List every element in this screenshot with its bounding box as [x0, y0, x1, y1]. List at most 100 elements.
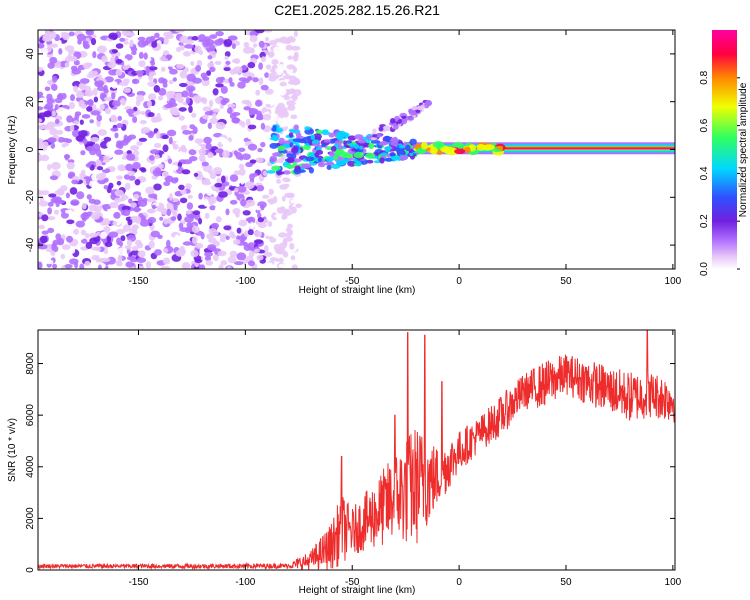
spectrogram-cell [268, 72, 276, 79]
spectrogram-cell [203, 115, 209, 120]
spectrogram-cell [294, 118, 303, 123]
spectrogram-cell [265, 64, 272, 70]
spectrogram-cell [161, 153, 168, 161]
spectrogram-cell [286, 153, 293, 158]
spectrogram-cell [252, 43, 258, 48]
spectrogram-cell [147, 100, 152, 108]
spectrogram-cell [166, 239, 171, 248]
spectrogram-cell [206, 70, 212, 76]
spectrogram-cell [321, 143, 326, 148]
spectrogram-cell [243, 41, 250, 48]
spectrogram-cell [51, 243, 56, 251]
spectrogram-cell [111, 49, 118, 54]
spectrogram-cell [243, 241, 248, 247]
spectrogram-cell [178, 115, 185, 121]
spectrogram-cell [190, 249, 199, 258]
spectrogram-cell [38, 91, 44, 97]
spectrogram-cell [290, 199, 299, 204]
spectrogram-cell [249, 222, 255, 229]
spectrogram-cell [108, 182, 114, 189]
spectrogram-cell [106, 141, 112, 148]
spectrogram-cell [66, 115, 73, 123]
spectrogram-cell [215, 121, 226, 130]
spectrogram-cell [99, 104, 105, 111]
spectrogram-cell [255, 116, 264, 121]
spectrogram-cell [181, 90, 189, 98]
spectrogram-cell [100, 231, 107, 239]
spectrogram-cell [232, 239, 241, 245]
spectrogram-cell [39, 154, 50, 162]
spectrogram-cell [178, 184, 185, 190]
spectrogram-cell [247, 61, 256, 69]
spectrogram-cell [147, 112, 155, 118]
spectrogram-cell [430, 146, 438, 155]
spectrogram-cell [176, 46, 181, 53]
spectrogram-cell [409, 152, 414, 157]
spectrogram-cell [152, 116, 163, 123]
spectrogram-cell [241, 99, 251, 105]
spectrogram-cell [253, 239, 264, 244]
spectrogram-y-tick-label: -40 [25, 237, 36, 252]
spectrogram-cell [317, 157, 322, 162]
spectrogram-cell [334, 140, 343, 144]
spectrogram-cell [240, 198, 247, 207]
spectrogram-cell [134, 216, 142, 224]
spectrogram-cell [370, 137, 378, 141]
spectrogram-cell [154, 249, 162, 256]
spectrogram-cell [215, 234, 221, 242]
spectrogram-cell [243, 46, 253, 54]
spectrogram-cell [248, 260, 255, 267]
snr-y-tick-label: 8000 [25, 352, 36, 375]
spectrogram-cell [64, 209, 73, 214]
snr-panel: -150 -100 -50 0 50 100 0 2000 4000 6000 8000 Heig… [7, 329, 682, 596]
spectrogram-cell [80, 212, 90, 220]
spectrogram-cell [171, 263, 178, 269]
spectrogram-cell [187, 194, 193, 199]
spectrogram-cell [185, 210, 192, 215]
spectrogram-cell [283, 107, 288, 113]
spectrogram-cell [90, 110, 101, 116]
spectrogram-cell [42, 34, 49, 40]
colorbar-tick-label: 0.6 [699, 118, 710, 132]
spectrogram-cell [79, 119, 84, 125]
spectrogram-cell [118, 85, 123, 92]
spectrogram-cell [293, 79, 300, 86]
spectrogram-cell [353, 151, 364, 159]
spectrogram-cell [262, 194, 270, 199]
spectrogram-cell [247, 124, 257, 130]
spectrogram-cell [255, 157, 264, 163]
spectrogram-cell [122, 224, 131, 232]
spectrogram-cell [179, 82, 188, 88]
spectrogram-cell [167, 91, 176, 96]
snr-y-tick-label: 2000 [25, 507, 36, 530]
spectrogram-cell [64, 154, 69, 161]
spectrogram-cell [164, 104, 174, 109]
spectrogram-cell [277, 145, 286, 151]
spectrogram-cell [205, 142, 212, 150]
spectrogram-tone-band [416, 147, 675, 150]
spectrogram-cell [168, 136, 173, 145]
spectrogram-cell [271, 64, 278, 70]
spectrogram-cell [69, 187, 78, 195]
spectrogram-cell [48, 193, 57, 198]
spectrogram-cell [57, 88, 67, 94]
spectrogram-cell [255, 89, 261, 96]
spectrogram-cell [95, 247, 101, 252]
spectrogram-cell [256, 254, 264, 261]
spectrogram-cell [134, 179, 141, 186]
spectrogram-cell [162, 98, 167, 106]
spectrogram-cell [76, 91, 85, 98]
spectrogram-cell [229, 250, 238, 257]
spectrogram-cell [148, 74, 154, 82]
spectrogram-cell [188, 149, 197, 156]
spectrogram-cell [286, 192, 295, 199]
spectrogram-cell [52, 263, 58, 269]
spectrogram-cell [210, 230, 219, 236]
spectrogram-cell [96, 166, 104, 171]
spectrogram-cell [182, 159, 193, 165]
snr-x-tick-label: -150 [128, 577, 148, 588]
spectrogram-cell [100, 141, 109, 149]
spectrogram-cell [54, 119, 60, 124]
spectrogram-cell [279, 122, 288, 128]
spectrogram-cell [49, 175, 59, 180]
